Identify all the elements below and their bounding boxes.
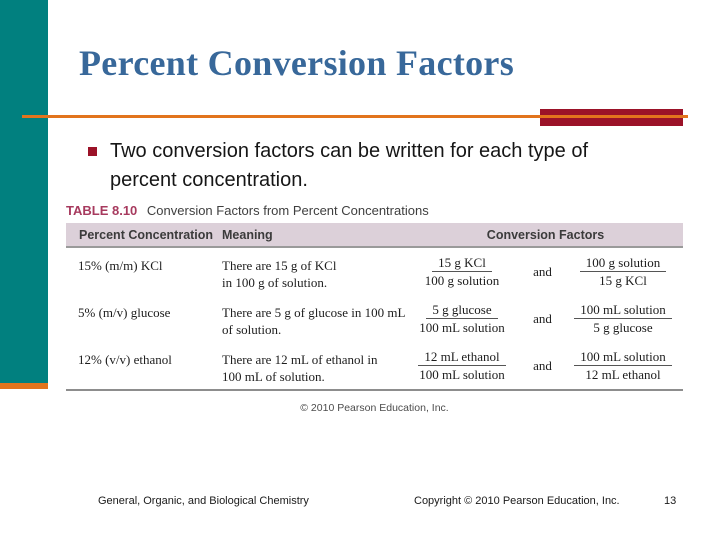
fraction-numerator: 100 mL solution [574,349,672,366]
meaning-line: There are 12 mL of ethanol in [222,352,378,367]
fraction-denominator: 100 mL solution [419,320,505,335]
fraction-denominator: 100 mL solution [419,367,505,382]
meaning-cell: There are 12 mL of ethanol in 100 mL of … [222,347,408,385]
conversion-fraction: 5 g glucose 100 mL solution [410,302,514,336]
table-number-label: TABLE 8.10 [66,203,138,218]
table-bottom-rule [66,389,683,391]
conversion-fraction: 100 g solution 15 g KCl [571,255,675,289]
meaning-cell: There are 15 g of KCl in 100 g of soluti… [222,253,408,291]
conversion-fraction: 12 mL ethanol 100 mL solution [410,349,514,383]
fraction-denominator: 5 g glucose [593,320,653,335]
table-heading: TABLE 8.10 Conversion Factors from Perce… [66,203,683,218]
bullet-item: Two conversion factors can be written fo… [88,137,600,195]
percent-cell: 12% (v/v) ethanol [78,352,172,367]
fraction-numerator: 15 g KCl [432,255,492,272]
meaning-line: There are 5 g of glucose in 100 mL [222,305,406,320]
table-figure: TABLE 8.10 Conversion Factors from Perce… [66,203,683,414]
and-conjunction: and [533,311,552,326]
table-row: 15% (m/m) KCl There are 15 g of KCl in 1… [66,248,683,295]
and-conjunction: and [533,358,552,373]
table-copyright-caption: © 2010 Pearson Education, Inc. [300,402,449,414]
meaning-line: There are 15 g of KCl [222,258,337,273]
meaning-line: in 100 g of solution. [222,274,328,290]
left-teal-bar [0,0,48,383]
column-header-percent-concentration: Percent Concentration [79,227,214,242]
factors-cell: 12 mL ethanol 100 mL solution and 100 mL… [408,347,683,385]
conversion-fraction: 100 mL solution 12 mL ethanol [571,349,675,383]
bullet-square-icon [88,147,97,156]
fraction-numerator: 5 g glucose [426,302,498,319]
bullet-text: Two conversion factors can be written fo… [110,140,589,191]
title-underline-rule [22,115,688,118]
table-row: 12% (v/v) ethanol There are 12 mL of eth… [66,342,683,389]
footer-copyright: Copyright © 2010 Pearson Education, Inc. [414,495,620,507]
meaning-line: of solution. [222,321,282,337]
left-bar-orange-strip [0,383,48,389]
factors-cell: 5 g glucose 100 mL solution and 100 mL s… [408,300,683,338]
conversion-fraction: 15 g KCl 100 g solution [410,255,514,289]
footer-page-number: 13 [664,495,677,507]
fraction-denominator: 100 g solution [424,273,500,288]
fraction-numerator: 100 g solution [579,255,667,272]
page-title: Percent Conversion Factors [79,43,515,83]
footer-book-title: General, Organic, and Biological Chemist… [98,495,309,507]
conversion-fraction: 100 mL solution 5 g glucose [571,302,675,336]
fraction-numerator: 100 mL solution [574,302,672,319]
percent-cell: 15% (m/m) KCl [78,258,163,273]
table-header-row: Percent Concentration Meaning Conversion… [66,223,683,248]
column-header-meaning: Meaning [222,227,273,242]
table-title: Conversion Factors from Percent Concentr… [146,203,429,218]
column-header-conversion-factors: Conversion Factors [486,227,605,242]
and-conjunction: and [533,264,552,279]
fraction-numerator: 12 mL ethanol [418,349,506,366]
factors-cell: 15 g KCl 100 g solution and 100 g soluti… [408,253,683,291]
meaning-line: 100 mL of solution. [222,368,325,384]
table-row: 5% (m/v) glucose There are 5 g of glucos… [66,295,683,342]
fraction-denominator: 15 g KCl [599,273,647,288]
fraction-denominator: 12 mL ethanol [585,367,661,382]
table-body: 15% (m/m) KCl There are 15 g of KCl in 1… [66,248,683,389]
meaning-cell: There are 5 g of glucose in 100 mL of so… [222,300,408,338]
percent-cell: 5% (m/v) glucose [78,305,171,320]
